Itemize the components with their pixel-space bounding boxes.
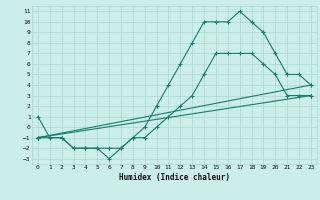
X-axis label: Humidex (Indice chaleur): Humidex (Indice chaleur): [119, 173, 230, 182]
